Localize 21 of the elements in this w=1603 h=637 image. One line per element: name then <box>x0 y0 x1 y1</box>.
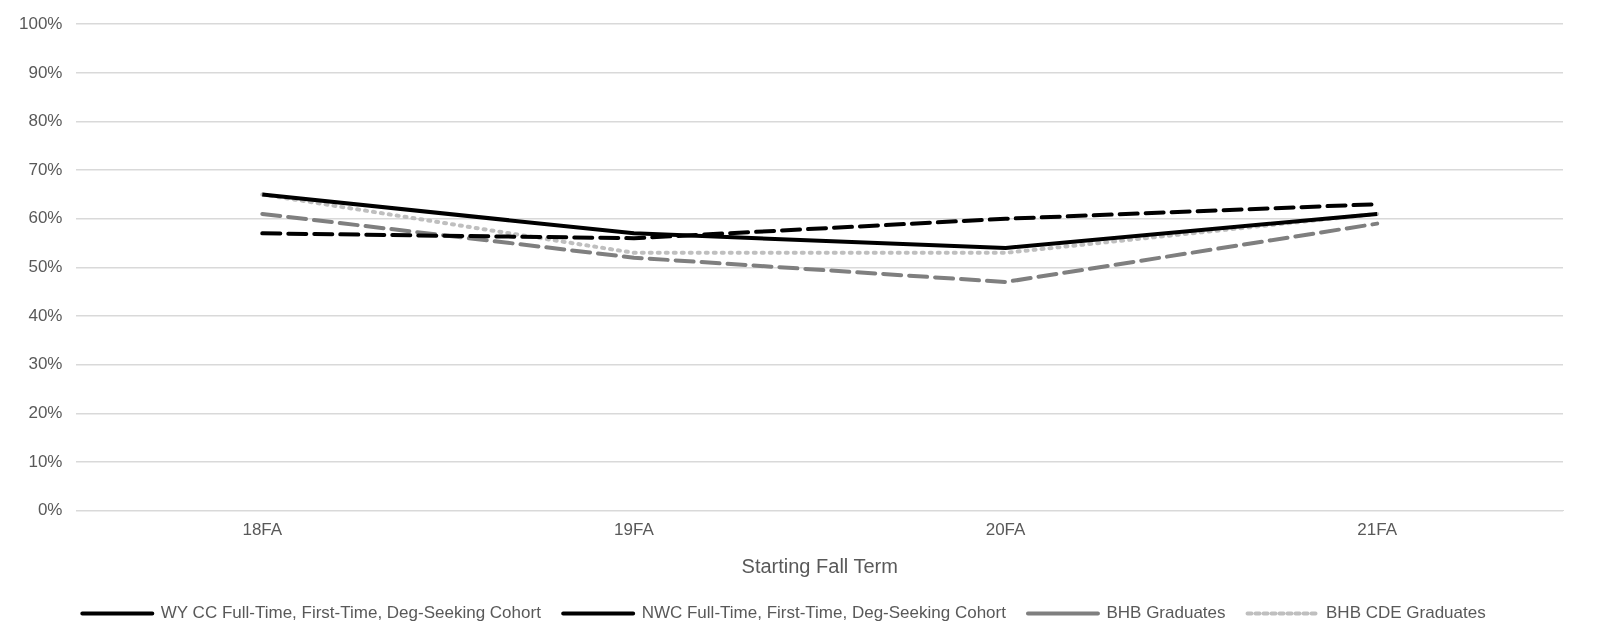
x-tick-label: 18FA <box>242 520 283 540</box>
y-tick-label: 70% <box>28 159 63 179</box>
x-axis-title: Starting Fall Term <box>741 554 898 577</box>
legend-label: WY CC Full-Time, First-Time, Deg-Seeking Cohort <box>160 603 542 623</box>
x-tick-label: 20FA <box>985 520 1027 540</box>
y-tick-label: 20% <box>28 403 63 423</box>
legend-label: BHB CDE Graduates <box>1326 603 1486 623</box>
y-tick-label: 30% <box>28 354 63 374</box>
y-tick-label: 90% <box>28 62 63 82</box>
y-tick-label: 10% <box>28 451 63 471</box>
y-tick-label: 0% <box>37 500 63 520</box>
y-tick-label: 80% <box>28 111 63 131</box>
y-tick-label: 50% <box>28 257 63 277</box>
y-tick-label: 60% <box>28 208 63 228</box>
y-tick-label: 40% <box>28 305 63 325</box>
legend-label: BHB Graduates <box>1106 603 1226 623</box>
x-tick-label: 21FA <box>1357 520 1398 540</box>
legend-label: NWC Full-Time, First-Time, Deg-Seeking Cohort <box>641 603 1007 623</box>
y-tick-label: 100% <box>19 13 63 33</box>
line-series <box>260 211 1380 284</box>
x-tick-label: 19FA <box>614 520 655 540</box>
